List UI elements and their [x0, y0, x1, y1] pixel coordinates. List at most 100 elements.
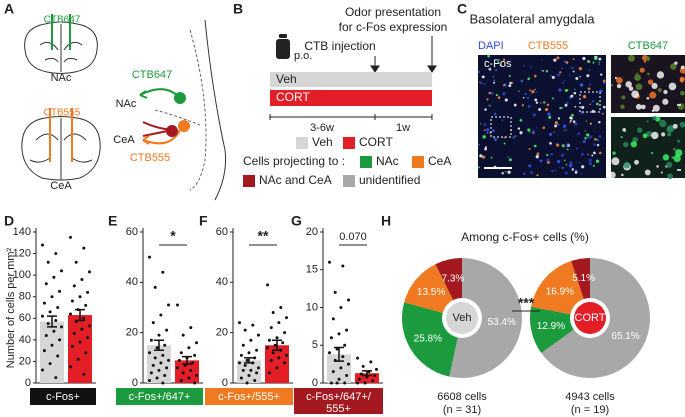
- cell-dot: [480, 82, 483, 85]
- data-point: [269, 326, 273, 330]
- cell-dot: [588, 69, 591, 71]
- y-tick-label: 20: [306, 226, 318, 238]
- cell-dot: [642, 133, 648, 139]
- cell-dot: [562, 129, 565, 132]
- cell-dot: [679, 78, 685, 83]
- data-point: [243, 328, 247, 332]
- y-tick-label: 0: [25, 377, 31, 389]
- cell-dot: [561, 107, 563, 109]
- cell-dot: [563, 124, 567, 128]
- data-point: [86, 336, 90, 340]
- cell-dot: [551, 75, 555, 79]
- cell-dot: [647, 72, 650, 76]
- panel-label: E: [108, 213, 117, 229]
- cell-dot: [503, 142, 506, 145]
- cell-dot: [497, 61, 500, 64]
- cell-dot: [486, 131, 489, 134]
- cell-dot: [584, 137, 587, 140]
- cell-dot: [651, 131, 659, 140]
- cell-dot: [509, 81, 512, 85]
- cell-dot: [519, 131, 523, 135]
- error-bar: [47, 315, 57, 328]
- data-point: [41, 368, 44, 372]
- cell-dot: [558, 166, 560, 169]
- data-point: [44, 282, 48, 286]
- cell-dot: [574, 122, 578, 126]
- legend-swatch: [360, 156, 372, 168]
- tracer-label: CTB555: [130, 152, 170, 164]
- x-label: 555+: [326, 403, 351, 415]
- cell-dot: [508, 75, 511, 78]
- cell-dot: [546, 158, 550, 162]
- cell-dot: [609, 171, 616, 179]
- data-point: [331, 317, 335, 321]
- cell-dot: [492, 129, 495, 133]
- data-point: [238, 321, 241, 325]
- cell-dot: [572, 120, 576, 124]
- cell-dot: [662, 154, 670, 161]
- cell-dot: [557, 123, 560, 126]
- cell-dot: [672, 123, 678, 129]
- cell-dot: [561, 166, 564, 170]
- cell-dot: [563, 79, 565, 81]
- cell-dot: [501, 119, 504, 121]
- cell-dot: [483, 123, 487, 127]
- cell-dot: [592, 164, 595, 167]
- cell-dot: [520, 79, 524, 83]
- data-point: [339, 366, 343, 370]
- cell-dot: [573, 91, 577, 95]
- data-point: [356, 381, 359, 385]
- footer-label: 4943 cells: [565, 391, 615, 403]
- cell-dot: [539, 159, 543, 163]
- bar: [175, 360, 199, 383]
- y-tick-label: 5: [312, 339, 318, 351]
- data-point: [271, 351, 275, 355]
- cell-dot: [548, 115, 552, 119]
- data-point: [195, 341, 198, 345]
- cell-dot: [540, 102, 542, 104]
- cell-dot: [666, 161, 673, 168]
- data-point: [176, 303, 179, 307]
- cell-dot: [571, 66, 574, 70]
- data-point: [46, 260, 50, 264]
- data-point: [74, 260, 78, 264]
- data-point: [369, 360, 373, 364]
- significance-label: 0.070: [339, 231, 367, 243]
- error-bar: [334, 346, 344, 362]
- cell-dot: [666, 125, 675, 133]
- cell-dot: [507, 170, 511, 174]
- cell-dot: [569, 164, 573, 168]
- data-point: [179, 378, 183, 382]
- cell-dot: [559, 106, 562, 110]
- slice-label: 12.9%: [537, 321, 565, 332]
- data-point: [157, 368, 161, 372]
- cell-dot: [674, 61, 678, 65]
- cell-dot: [610, 84, 614, 87]
- cell-dot: [529, 131, 531, 133]
- cell-dot: [534, 88, 537, 91]
- region-label: CeA: [50, 180, 72, 192]
- cell-dot: [620, 104, 625, 110]
- data-point: [176, 366, 179, 370]
- data-point: [163, 373, 167, 377]
- data-point: [247, 351, 251, 355]
- data-point: [148, 255, 151, 259]
- data-point: [161, 353, 165, 357]
- data-point: [249, 338, 253, 342]
- cell-dot: [594, 56, 598, 61]
- data-point: [54, 252, 58, 256]
- data-point: [333, 290, 337, 294]
- data-point: [151, 321, 155, 325]
- data-point: [60, 325, 63, 329]
- cell-dot: [598, 63, 600, 66]
- data-point: [257, 333, 260, 337]
- data-point: [241, 343, 245, 347]
- cell-dot: [611, 157, 620, 166]
- legend-label: CORT: [359, 135, 393, 149]
- cell-dot: [563, 60, 567, 63]
- bar: [237, 360, 261, 383]
- data-point: [343, 381, 347, 385]
- cell-dot: [530, 66, 532, 68]
- cell-dot: [557, 117, 561, 120]
- data-point: [269, 358, 273, 362]
